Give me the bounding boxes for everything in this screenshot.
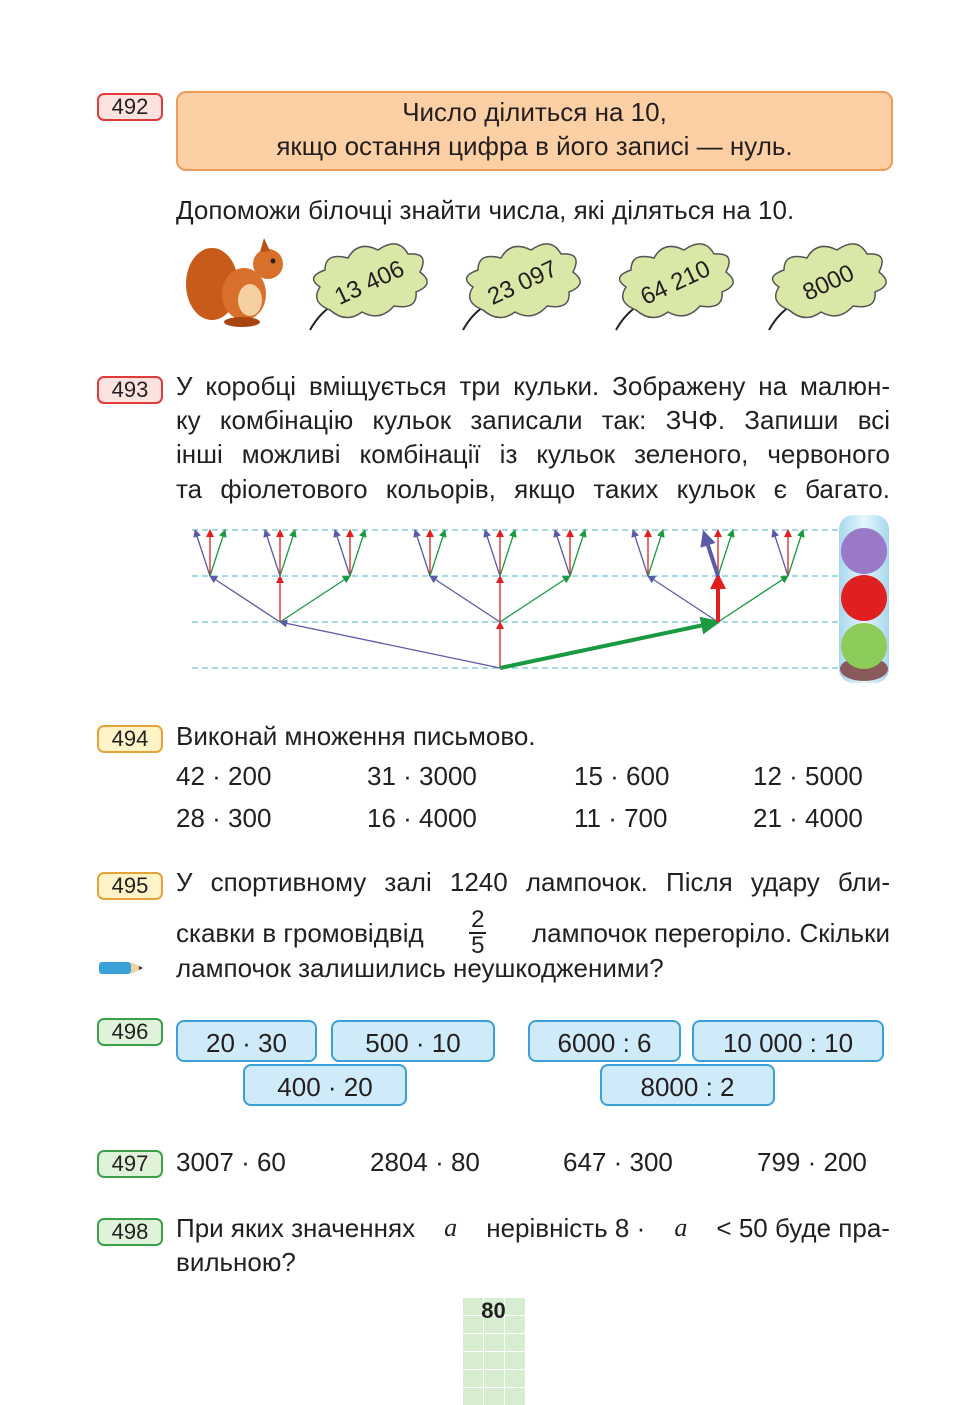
denominator: 5 <box>471 932 485 959</box>
text: скавки в громовідвід <box>176 918 424 948</box>
exercise-number: 496 <box>97 1018 163 1046</box>
tree-arrow <box>349 529 367 577</box>
tree-arrow <box>771 529 789 577</box>
tree-arrow <box>263 529 281 577</box>
tree-arrow <box>279 575 351 623</box>
tree-arrow <box>787 529 805 577</box>
tree-arrow <box>499 575 571 623</box>
fraction: 2 5 <box>469 906 487 959</box>
combination-tree <box>192 515 889 683</box>
page-number-box: 80 <box>462 1297 525 1405</box>
text: При яких значеннях <box>176 1213 416 1243</box>
tree-arrow <box>499 529 517 577</box>
expression: 15 · 600 <box>574 761 670 791</box>
tree-arrow <box>700 530 720 577</box>
leaf-shape <box>465 243 581 319</box>
text: < 50 буде пра- <box>716 1213 890 1243</box>
exercise-number: 492 <box>97 93 163 121</box>
expression-box: 500 · 10 <box>331 1020 495 1062</box>
ball-violet <box>841 528 887 574</box>
leaves-illustration <box>186 238 283 327</box>
tree-arrow <box>553 529 571 577</box>
squirrel <box>186 238 283 327</box>
tree-arrow <box>631 529 649 577</box>
tree-arrow <box>499 616 721 670</box>
exercise-number: 498 <box>97 1218 163 1246</box>
text-line: У коробці вміщується три кульки. Зображе… <box>176 371 890 401</box>
tree-arrow <box>279 529 297 577</box>
page-number: 80 <box>481 1298 506 1323</box>
tree-arrow <box>279 619 501 669</box>
leaf: 23 097 <box>462 243 581 331</box>
tree-arrow <box>333 529 351 577</box>
text-line: У спортивному залі 1240 лампочок. Після … <box>176 867 890 897</box>
tree-arrow <box>569 529 587 577</box>
expression: 28 · 300 <box>176 803 272 833</box>
text-line: вильною? <box>176 1247 296 1277</box>
expression: 42 · 200 <box>176 761 272 791</box>
rule-box: Число ділиться на 10, якщо остання цифра… <box>176 91 893 171</box>
leaf: 64 210 <box>615 243 734 331</box>
expression: 16 · 4000 <box>367 803 477 833</box>
ball-green <box>841 623 887 669</box>
text-line: При яких значеннях a нерівність 8 · a < … <box>176 1211 890 1245</box>
leaf-shape <box>771 243 887 319</box>
ball-red <box>841 575 887 621</box>
expression-box: 6000 : 6 <box>528 1020 681 1062</box>
leaf: 13 406 <box>309 243 428 331</box>
tree-arrow <box>413 529 431 577</box>
variable: a <box>444 1213 458 1242</box>
text-line: інші можливі комбінації із кульок зелено… <box>176 439 890 469</box>
expression: 799 · 200 <box>757 1147 867 1177</box>
tree-arrow <box>483 529 501 577</box>
leaf: 8000 <box>768 243 887 331</box>
text-line: лампочок залишились неушкодженими? <box>176 953 664 983</box>
expression: 2804 · 80 <box>370 1147 480 1177</box>
tree-arrow <box>429 575 501 623</box>
task: Допоможи білочці знайти числа, які ділят… <box>176 195 795 225</box>
tree-arrow <box>209 529 227 577</box>
expression: 3007 · 60 <box>176 1147 286 1177</box>
leaf-shape <box>618 243 734 319</box>
text-line: ку комбінацію кульок записали так: ЗЧФ. … <box>176 405 890 435</box>
task: Виконай множення письмово. <box>176 721 536 751</box>
exercise-number: 495 <box>97 872 163 900</box>
tree-arrow <box>717 529 735 577</box>
rule-line: Число ділиться на 10, <box>402 97 667 127</box>
text-line: та фіолетового кольорів, якщо таких куль… <box>176 474 890 504</box>
expression-box: 20 · 30 <box>176 1020 317 1062</box>
exercise-number: 493 <box>97 376 163 404</box>
exercise-number: 497 <box>97 1150 163 1178</box>
expression: 12 · 5000 <box>753 761 863 791</box>
pencil-icon <box>99 962 143 974</box>
variable: a <box>674 1213 688 1242</box>
expression: 11 · 700 <box>574 803 668 833</box>
tree-arrow <box>209 575 281 623</box>
rule-line: якщо остання цифра в його записі — нуль. <box>276 131 793 161</box>
expression-box: 8000 : 2 <box>600 1064 775 1106</box>
expression-box: 400 · 20 <box>243 1064 407 1106</box>
tree-arrow <box>647 529 665 577</box>
text: нерівність 8 · <box>486 1213 646 1243</box>
tree-arrow <box>717 575 789 623</box>
tree-arrow <box>193 529 211 577</box>
tree-arrow <box>647 575 719 623</box>
tree-arrow <box>429 529 447 577</box>
expression: 21 · 4000 <box>753 803 863 833</box>
expression: 647 · 300 <box>563 1147 673 1177</box>
text-line: скавки в громовідвід 2 5 лампочок перего… <box>176 908 890 958</box>
exercise-number: 494 <box>97 725 163 753</box>
numerator: 2 <box>469 906 487 934</box>
text: лампочок перегоріло. Скільки <box>531 918 890 948</box>
expression-box: 10 000 : 10 <box>692 1020 884 1062</box>
leaf-shape <box>312 243 428 319</box>
expression: 31 · 3000 <box>367 761 477 791</box>
